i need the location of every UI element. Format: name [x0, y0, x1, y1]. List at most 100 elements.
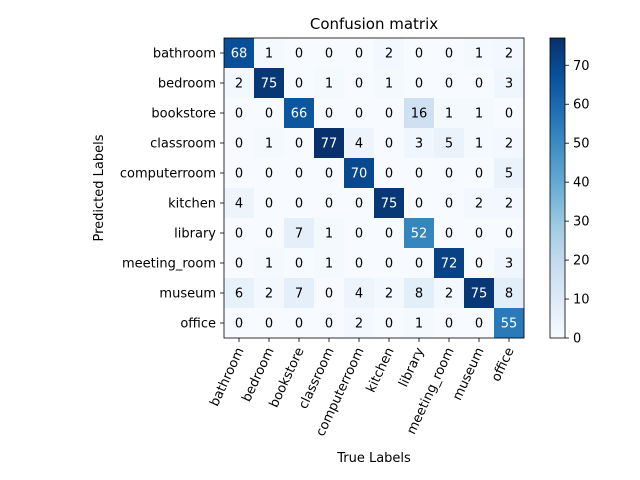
heatmap-cell	[224, 278, 255, 309]
cell-value-label: 0	[235, 107, 243, 122]
heatmap-frame	[223, 37, 525, 339]
heatmap-cell	[284, 158, 315, 189]
y-axis: bathroom bedroom bookstore classroom compute…	[120, 47, 224, 332]
cell-value-label: 70	[351, 167, 368, 182]
heatmap-cell	[494, 158, 525, 189]
heatmap-cell	[404, 308, 435, 339]
heatmap-cell	[494, 248, 525, 279]
cell-value-label: 0	[475, 167, 483, 182]
heatmap-cell	[464, 218, 495, 249]
x-tick-label: library	[396, 345, 427, 390]
cell-value-label: 5	[445, 137, 453, 152]
cell-value-label: 1	[265, 47, 273, 62]
heatmap-cell	[404, 218, 435, 249]
heatmap-cell	[494, 308, 525, 339]
cell-value-label: 1	[325, 257, 333, 272]
cell-value-label: 0	[445, 197, 453, 212]
heatmap-cell	[284, 278, 315, 309]
cell-value-label: 0	[505, 227, 513, 242]
cell-value-label: 0	[505, 107, 513, 122]
heatmap-cell	[314, 68, 345, 99]
cell-value-label: 2	[265, 287, 273, 302]
cell-value-label: 7	[295, 287, 303, 302]
cell-value-label: 0	[265, 167, 273, 182]
cell-value-label: 0	[385, 137, 393, 152]
heatmap-cell	[374, 68, 405, 99]
heatmap-cell	[254, 158, 285, 189]
heatmap-cell	[464, 188, 495, 219]
heatmap-cell	[494, 38, 525, 69]
cell-value-label: 0	[385, 227, 393, 242]
cell-value-label: 3	[505, 257, 513, 272]
cell-value-label: 68	[231, 47, 248, 62]
cell-value-label: 0	[235, 257, 243, 272]
heatmap-cell	[434, 128, 465, 159]
heatmap-cell	[374, 98, 405, 129]
heatmap-cell	[284, 128, 315, 159]
heatmap-cell	[494, 98, 525, 129]
cell-value-label: 0	[385, 107, 393, 122]
cell-value-label: 75	[381, 197, 398, 212]
heatmap-cell	[404, 248, 435, 279]
heatmap-cell	[434, 68, 465, 99]
heatmap-cell	[254, 278, 285, 309]
cell-value-label: 0	[385, 317, 393, 332]
cell-value-label: 0	[475, 317, 483, 332]
heatmap-cell	[314, 98, 345, 129]
heatmap-cell	[284, 218, 315, 249]
heatmap-cell	[254, 38, 285, 69]
heatmap-cell	[374, 38, 405, 69]
heatmap-cell	[314, 128, 345, 159]
heatmap-cell	[374, 308, 405, 339]
colorbar-tick-label: 50	[573, 137, 590, 152]
heatmap-cell	[314, 158, 345, 189]
cell-value-label: 0	[325, 317, 333, 332]
heatmap-cell	[224, 188, 255, 219]
cell-value-label: 0	[475, 257, 483, 272]
cell-value-label: 2	[505, 137, 513, 152]
chart-title: Confusion matrix	[310, 15, 438, 33]
heatmap-cell	[224, 158, 255, 189]
y-tick-label: meeting_room	[122, 257, 216, 272]
cell-value-label: 0	[295, 167, 303, 182]
cell-value-label: 0	[265, 227, 273, 242]
cell-value-label: 1	[265, 257, 273, 272]
cell-value-label: 0	[415, 167, 423, 182]
cell-value-label: 0	[265, 197, 273, 212]
cell-value-label: 75	[471, 287, 488, 302]
cell-value-label: 6	[235, 287, 243, 302]
heatmap-cell	[404, 98, 435, 129]
colorbar-tick-label: 30	[573, 215, 590, 230]
heatmap-cell	[494, 68, 525, 99]
heatmap-cell	[314, 38, 345, 69]
cell-value-label: 0	[445, 167, 453, 182]
heatmap-cell	[464, 38, 495, 69]
y-tick-label: bookstore	[151, 107, 216, 122]
heatmap-cell	[224, 218, 255, 249]
heatmap-cell	[284, 38, 315, 69]
heatmap-cell	[434, 308, 465, 339]
heatmap-cell	[434, 278, 465, 309]
heatmap-cell	[284, 188, 315, 219]
cell-value-label: 3	[505, 77, 513, 92]
heatmap-cell	[344, 68, 375, 99]
y-tick-label: bathroom	[153, 47, 216, 62]
heatmap-cell	[374, 218, 405, 249]
cell-value-label: 0	[355, 257, 363, 272]
cell-value-label: 1	[445, 107, 453, 122]
heatmap-cell	[434, 248, 465, 279]
heatmap-cell	[314, 218, 345, 249]
heatmap-cell	[284, 308, 315, 339]
heatmap-cell	[464, 68, 495, 99]
heatmap-cell	[434, 98, 465, 129]
heatmap-cell	[284, 68, 315, 99]
cell-value-label: 1	[385, 77, 393, 92]
cell-value-label: 0	[325, 47, 333, 62]
cell-value-label: 0	[295, 137, 303, 152]
heatmap-cell	[284, 248, 315, 279]
heatmap-cell	[254, 188, 285, 219]
cell-value-label: 0	[355, 77, 363, 92]
cell-value-label: 0	[445, 47, 453, 62]
colorbar-tick-label: 70	[573, 59, 590, 74]
cell-value-label: 1	[475, 137, 483, 152]
